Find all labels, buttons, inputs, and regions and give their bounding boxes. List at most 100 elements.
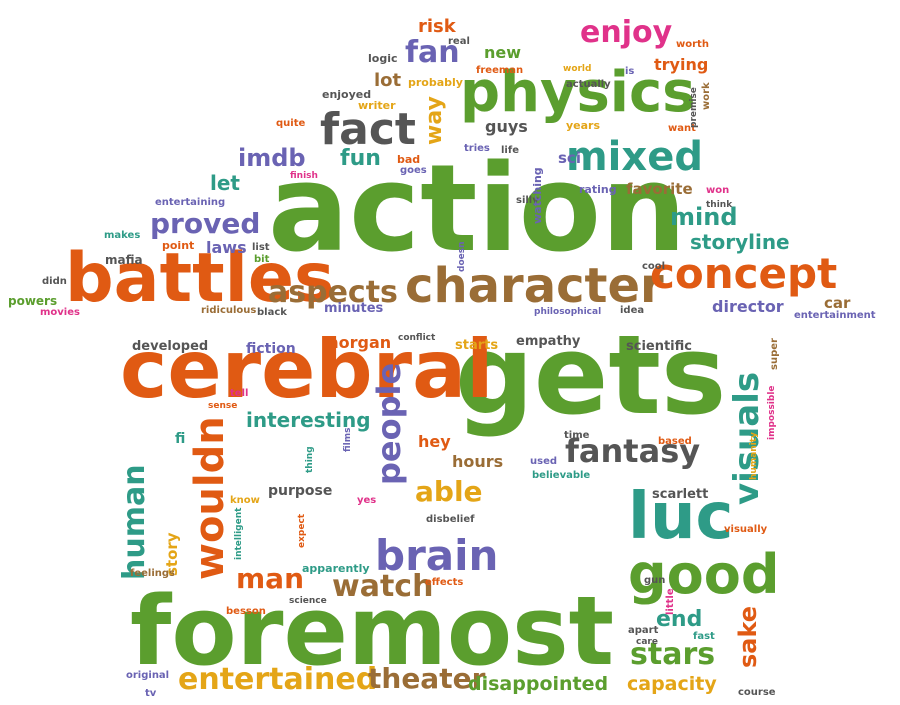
- word-visually: visually: [724, 524, 768, 535]
- word-theater: theater: [368, 662, 486, 695]
- word-able: able: [415, 475, 483, 508]
- word-think: think: [706, 200, 733, 210]
- word-people: people: [370, 362, 408, 485]
- word-starts: starts: [455, 338, 499, 353]
- word-fan: fan: [405, 35, 460, 70]
- word-watching: watching: [531, 167, 544, 224]
- word-point: point: [162, 239, 195, 252]
- word-entertained: entertained: [178, 662, 378, 697]
- word-used: used: [530, 456, 558, 467]
- word-based: based: [658, 436, 692, 447]
- word-humanity: humanity: [749, 432, 759, 480]
- word-sake: sake: [734, 605, 762, 668]
- word-apparently: apparently: [302, 562, 370, 575]
- word-watch: watch: [332, 569, 434, 604]
- word-freeman: freeman: [476, 65, 524, 76]
- word-cerebral: cerebral: [120, 323, 494, 416]
- word-original: original: [126, 670, 170, 681]
- word-entertaining: entertaining: [155, 197, 226, 208]
- word-concept: concept: [650, 249, 838, 298]
- word-fantasy: fantasy: [565, 432, 701, 470]
- word-films: films: [343, 427, 353, 453]
- word-conflict: conflict: [398, 333, 436, 343]
- word-new: new: [484, 43, 522, 62]
- word-brain: brain: [375, 531, 499, 580]
- word-quite: quite: [276, 118, 306, 129]
- word-end: end: [656, 607, 703, 632]
- word-trying: trying: [654, 55, 709, 74]
- word-foremost: foremost: [130, 577, 615, 687]
- word-writer: writer: [358, 99, 396, 112]
- word-real: real: [448, 36, 470, 47]
- word-rating: rating: [579, 183, 617, 196]
- word-interesting: interesting: [246, 408, 371, 432]
- word-know: know: [230, 495, 260, 506]
- word-black: black: [257, 307, 287, 318]
- word-action: action: [268, 140, 687, 279]
- word-battles: battles: [65, 239, 335, 318]
- word-man: man: [236, 562, 305, 595]
- word-actually: actually: [566, 79, 611, 90]
- word-laws: laws: [206, 238, 247, 257]
- word-bad: bad: [397, 153, 421, 166]
- word-course: course: [738, 687, 776, 698]
- word-gets: gets: [455, 311, 727, 439]
- word-wouldn: wouldn: [187, 416, 233, 580]
- word-physics: physics: [460, 60, 696, 125]
- word-aspects: aspects: [268, 275, 398, 310]
- word-enjoyed: enjoyed: [322, 88, 372, 101]
- word-entertainment: entertainment: [794, 310, 876, 321]
- word-care: care: [636, 637, 658, 647]
- word-director: director: [712, 297, 784, 316]
- word-let: let: [210, 171, 240, 195]
- word-list: list: [252, 242, 270, 253]
- word-idea: idea: [620, 305, 645, 316]
- word-fast: fast: [693, 631, 715, 642]
- word-time: time: [564, 430, 590, 441]
- word-goes: goes: [400, 165, 427, 176]
- word-human: human: [117, 464, 152, 580]
- word-expect: expect: [297, 513, 307, 548]
- word-scarlett: scarlett: [652, 487, 709, 502]
- word-lot: lot: [374, 70, 402, 91]
- word-bit: bit: [254, 254, 270, 265]
- word-hours: hours: [452, 452, 504, 471]
- word-premise: premise: [689, 87, 699, 128]
- word-car: car: [824, 294, 851, 312]
- word-fact: fact: [320, 104, 416, 155]
- word-mafia: mafia: [105, 253, 143, 267]
- word-believable: believable: [532, 470, 591, 481]
- word-tries: tries: [464, 143, 490, 154]
- word-impossible: impossible: [767, 385, 777, 440]
- word-empathy: empathy: [516, 334, 581, 349]
- word-besson: besson: [226, 606, 266, 617]
- word-world: world: [563, 64, 592, 74]
- word-proved: proved: [150, 207, 261, 240]
- word-probably: probably: [408, 76, 463, 89]
- word-won: won: [706, 185, 730, 196]
- word-morgan: morgan: [322, 333, 392, 352]
- word-logic: logic: [368, 52, 398, 65]
- word-purpose: purpose: [268, 483, 333, 499]
- word-tell: tell: [230, 388, 249, 399]
- word-storyline: storyline: [690, 230, 790, 254]
- word-effects: effects: [425, 577, 464, 588]
- word-powers: powers: [8, 294, 58, 308]
- word-ridiculous: ridiculous: [201, 305, 257, 316]
- word-gun: gun: [644, 575, 666, 586]
- word-luc: luc: [628, 480, 734, 554]
- word-makes: makes: [104, 230, 141, 241]
- word-good: good: [628, 543, 780, 606]
- word-super: super: [769, 338, 780, 370]
- word-sci: sci: [558, 149, 581, 167]
- word-silly: silly: [516, 195, 539, 206]
- word-disappointed: disappointed: [468, 673, 609, 695]
- word-little: little: [665, 588, 676, 615]
- word-fiction: fiction: [246, 341, 296, 357]
- word-intelligent: intelligent: [234, 507, 244, 560]
- word-stars: stars: [630, 637, 716, 672]
- word-sense: sense: [208, 401, 238, 411]
- word-guys: guys: [485, 117, 528, 136]
- word-favorite: favorite: [626, 180, 693, 198]
- word-doesn: doesn: [457, 241, 467, 273]
